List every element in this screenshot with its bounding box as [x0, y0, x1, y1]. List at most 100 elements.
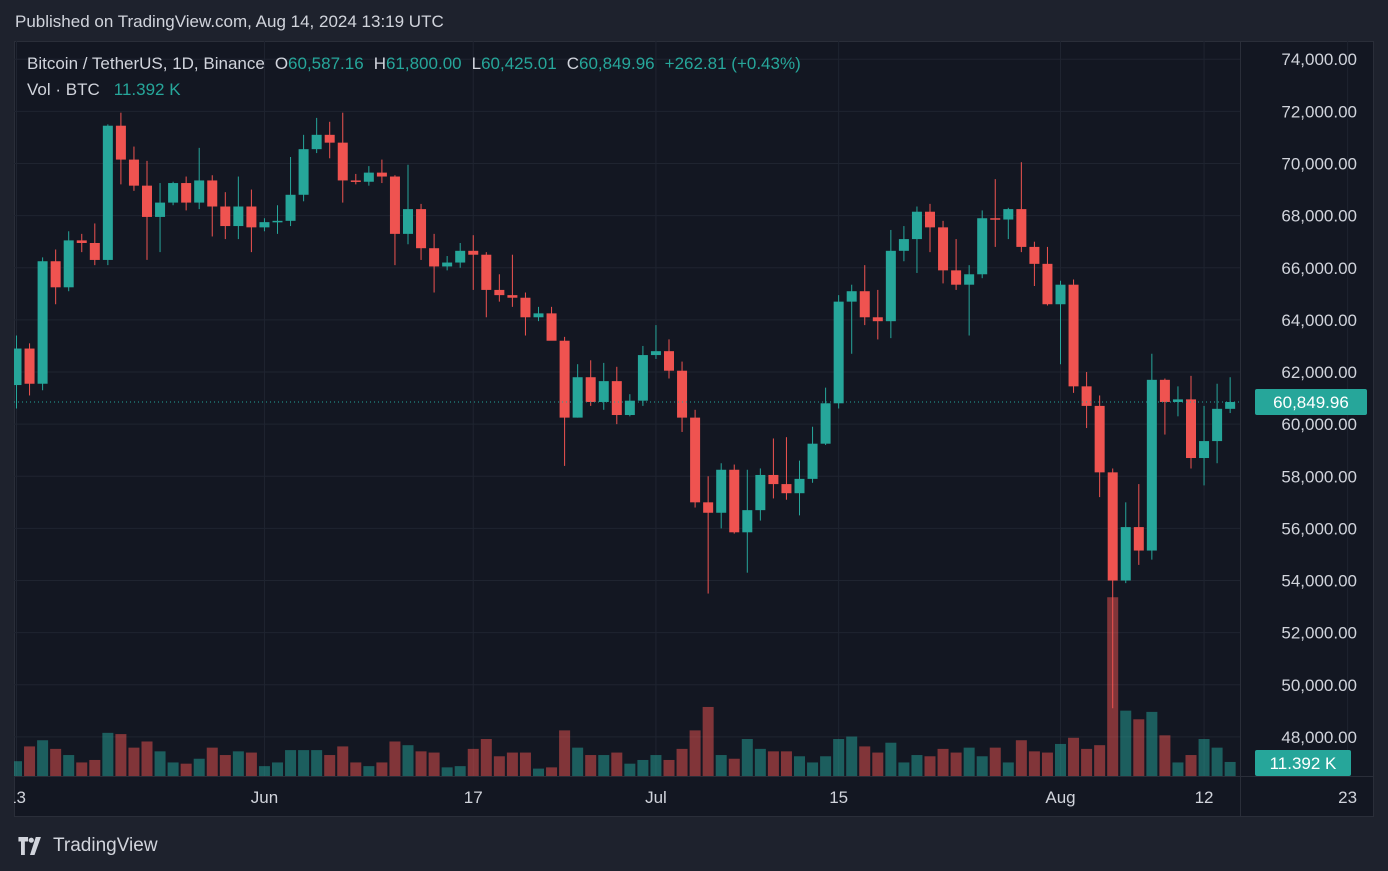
volume-bar	[1028, 751, 1040, 776]
candle-body	[89, 242, 100, 260]
x-tick-label: 17	[464, 788, 483, 807]
volume-bar	[989, 747, 1001, 776]
volume-bar	[245, 752, 257, 776]
volume-bar	[324, 755, 336, 776]
candle-body	[703, 502, 714, 513]
volume-bar	[232, 751, 244, 776]
candle-body	[1146, 379, 1157, 551]
candle-body	[142, 185, 152, 217]
volume-bar	[1224, 761, 1236, 776]
y-tick-label: 60,000.00	[1281, 415, 1357, 434]
candle-body	[14, 348, 22, 386]
volume-bar	[154, 751, 166, 776]
symbol-label[interactable]: Bitcoin / TetherUS, 1D, Binance	[27, 54, 265, 73]
tradingview-logo-icon[interactable]	[15, 837, 45, 855]
volume-bar	[219, 755, 231, 776]
candle-body	[964, 274, 975, 285]
last-price-label: 60,849.96	[1273, 393, 1349, 412]
volume-bar	[506, 752, 518, 776]
volume-bar	[728, 758, 740, 776]
last-volume-label: 11.392 K	[1270, 754, 1337, 773]
candle-body	[598, 381, 609, 402]
volume-bar	[872, 752, 884, 776]
volume-bar	[298, 750, 310, 776]
candle-body	[337, 142, 348, 181]
y-tick-label: 70,000.00	[1281, 155, 1357, 174]
candle-body	[298, 149, 309, 195]
volume-bar	[820, 756, 832, 776]
volume-bar	[663, 759, 675, 776]
candle-body	[128, 159, 139, 186]
candle-body	[533, 313, 544, 318]
volume-bar	[350, 762, 362, 776]
volume-bar	[363, 766, 375, 776]
volume-bar	[807, 762, 819, 776]
volume-bar	[37, 740, 49, 776]
volume-label[interactable]: Vol · BTC	[27, 80, 100, 99]
volume-bar	[1081, 748, 1093, 776]
candle-body	[246, 206, 257, 228]
volume-bar	[846, 736, 858, 776]
volume-bar	[480, 739, 492, 776]
candle-body	[37, 261, 48, 384]
volume-bar	[63, 755, 75, 776]
candle-body	[168, 183, 179, 203]
candle-body	[885, 250, 896, 322]
candle-body	[1055, 284, 1066, 305]
volume-bar	[89, 759, 101, 776]
volume-bar	[585, 755, 597, 776]
candle-body	[102, 125, 113, 260]
volume-bar	[911, 755, 923, 776]
candle-body	[285, 194, 296, 221]
volume-bar	[102, 732, 114, 776]
candle-body	[1107, 472, 1118, 581]
candle-body	[1016, 209, 1027, 247]
candle-body	[403, 209, 413, 234]
candle-body	[546, 313, 557, 341]
volume-bar	[272, 762, 283, 776]
volume-bar	[128, 747, 140, 776]
x-tick-label: Aug	[1045, 788, 1075, 807]
volume-bar	[285, 750, 297, 776]
low-label: L	[471, 54, 482, 73]
candle-body	[1068, 284, 1079, 387]
volume-bar	[859, 746, 871, 776]
candle-body	[833, 301, 844, 404]
volume-bar	[258, 766, 270, 776]
candle-body	[416, 209, 427, 249]
low-value: 60,425.01	[481, 54, 557, 73]
candle-body	[455, 250, 466, 263]
volume-bar	[611, 752, 623, 776]
candle-body	[872, 317, 883, 322]
candle-body	[1159, 379, 1170, 402]
candle-body	[572, 377, 583, 418]
volume-value: 11.392 K	[113, 80, 181, 99]
candle-body	[507, 295, 518, 298]
candlestick-chart[interactable]: 74,000.00 72,000.00 70,000.00 68,000.00 66,0…	[14, 41, 1374, 817]
candle-body	[1133, 527, 1144, 551]
volume-bar	[193, 758, 205, 776]
candle-body	[637, 355, 648, 401]
volume-bar	[311, 750, 323, 776]
volume-bar	[689, 730, 701, 776]
volume-bar	[1094, 745, 1106, 776]
volume-bar	[976, 756, 988, 776]
candle-body	[429, 248, 440, 267]
volume-bar	[780, 751, 792, 776]
volume-bar	[14, 761, 22, 776]
volume-bar	[637, 759, 649, 776]
candle-body	[977, 218, 988, 275]
volume-bar	[937, 748, 949, 776]
candle-body	[925, 211, 935, 228]
candle-body	[1094, 405, 1105, 473]
volume-bar	[441, 767, 453, 776]
candle-body	[898, 239, 909, 251]
volume-bar	[963, 747, 975, 776]
footer-brand[interactable]: TradingView	[53, 835, 158, 856]
candle-body	[807, 443, 818, 479]
candle-body	[1081, 386, 1092, 406]
volume-bar	[741, 739, 753, 776]
candle-body	[376, 172, 387, 177]
candle-body	[781, 484, 792, 494]
change-value: +262.81 (+0.43%)	[664, 54, 801, 73]
